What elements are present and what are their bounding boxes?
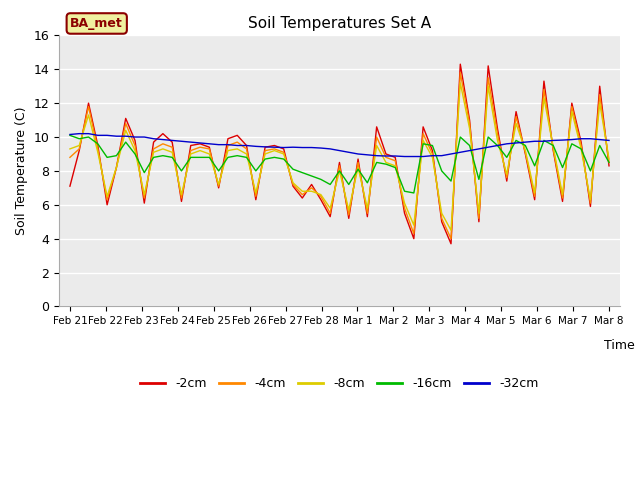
Title: Soil Temperatures Set A: Soil Temperatures Set A [248,16,431,32]
Y-axis label: Soil Temperature (C): Soil Temperature (C) [15,107,28,235]
X-axis label: Time: Time [604,339,635,352]
Text: BA_met: BA_met [70,17,123,30]
Legend: -2cm, -4cm, -8cm, -16cm, -32cm: -2cm, -4cm, -8cm, -16cm, -32cm [135,372,543,396]
